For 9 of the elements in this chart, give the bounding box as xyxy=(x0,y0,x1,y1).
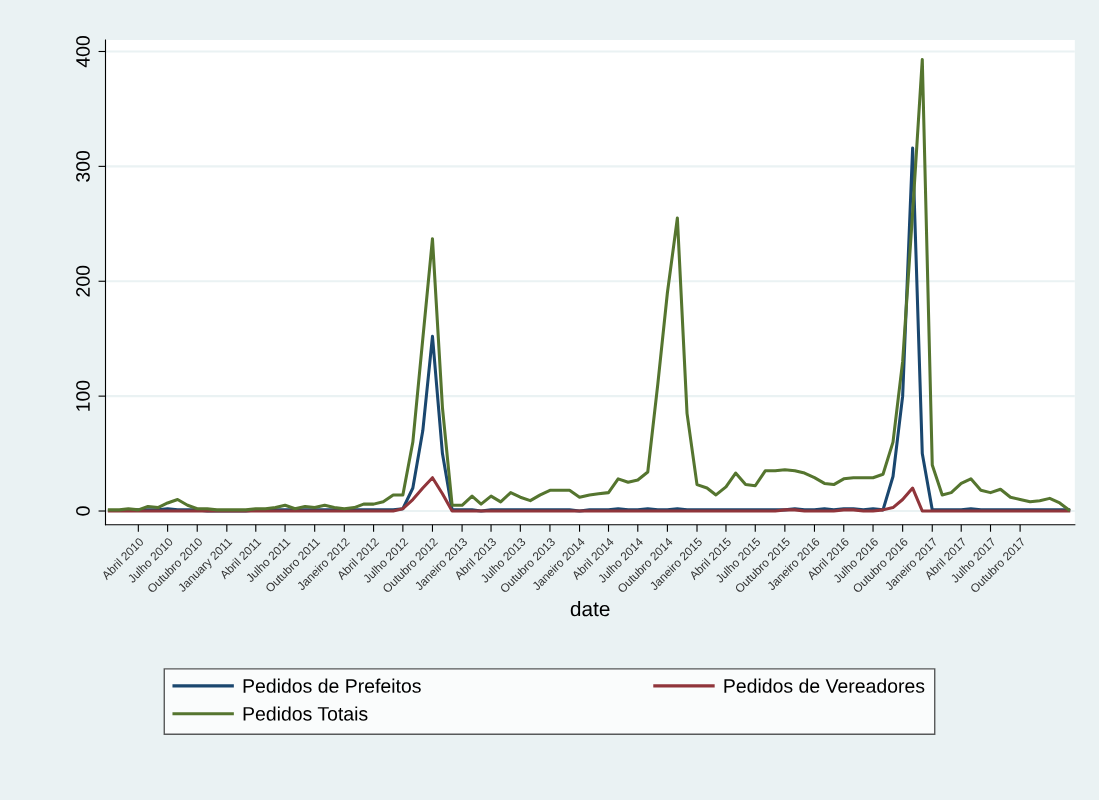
y-tick-label: 300 xyxy=(76,150,90,182)
y-tick-label: 200 xyxy=(76,265,90,297)
legend-label: Pedidos Totais xyxy=(243,706,368,721)
y-tick-label: 100 xyxy=(76,380,90,411)
legend-label: Pedidos de Prefeitos xyxy=(243,678,421,693)
y-tick-label: 0 xyxy=(76,506,90,516)
y-tick-label: 400 xyxy=(76,36,90,68)
x-axis-title: date xyxy=(570,600,610,617)
legend-label: Pedidos de Vereadores xyxy=(724,678,925,693)
